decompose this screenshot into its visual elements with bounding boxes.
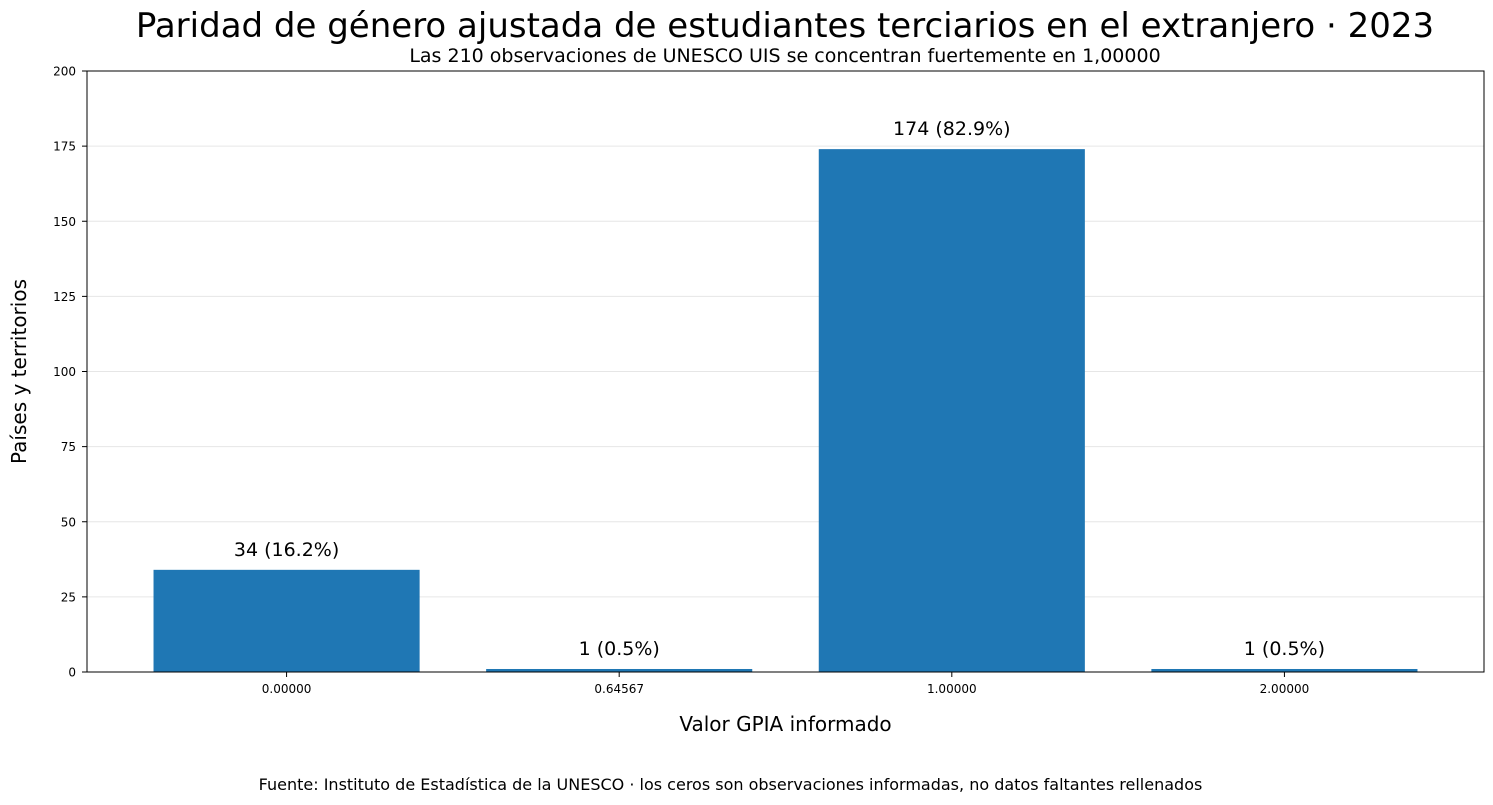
x-tick-label: 0.00000 bbox=[262, 682, 312, 696]
x-tick-label: 2.00000 bbox=[1260, 682, 1310, 696]
bar-value-label: 174 (82.9%) bbox=[893, 118, 1011, 140]
bar-2.00000 bbox=[1151, 668, 1418, 672]
y-tick-label: 50 bbox=[61, 515, 76, 529]
chart-subtitle: Las 210 observaciones de UNESCO UIS se c… bbox=[409, 45, 1161, 67]
plot-frame bbox=[86, 70, 1485, 673]
y-tick-label: 0 bbox=[68, 666, 76, 680]
bar-labels: 34 (16.2%) 1 (0.5%) 174 (82.9%) 1 (0.5%) bbox=[234, 118, 1325, 660]
y-tick-label: 150 bbox=[53, 215, 76, 229]
x-tick-label: 0.64567 bbox=[594, 682, 644, 696]
bar-value-label: 34 (16.2%) bbox=[234, 539, 339, 561]
y-tick-label: 100 bbox=[53, 365, 76, 379]
y-tick-label: 125 bbox=[53, 290, 76, 304]
grid-lines bbox=[87, 145, 1484, 598]
x-tick-label: 1.00000 bbox=[927, 682, 977, 696]
source-note: Fuente: Instituto de Estadística de la U… bbox=[258, 775, 1203, 794]
y-axis-label: Países y territorios bbox=[7, 279, 31, 464]
y-axis-ticks: 0 25 50 75 100 125 150 175 200 bbox=[53, 65, 87, 680]
chart-title: Paridad de género ajustada de estudiante… bbox=[135, 6, 1435, 46]
y-tick-label: 25 bbox=[61, 590, 76, 604]
x-axis-label: Valor GPIA informado bbox=[679, 712, 891, 736]
bar-value-label: 1 (0.5%) bbox=[1244, 638, 1325, 660]
bar-0.64567 bbox=[486, 668, 753, 672]
bar-0.00000 bbox=[153, 569, 420, 672]
y-tick-label: 75 bbox=[61, 440, 76, 454]
y-tick-label: 175 bbox=[53, 140, 76, 154]
bar-value-label: 1 (0.5%) bbox=[579, 638, 660, 660]
x-axis-ticks: 0.00000 0.64567 1.00000 2.00000 bbox=[262, 672, 1309, 696]
y-tick-label: 200 bbox=[53, 65, 76, 79]
bar-1.00000 bbox=[818, 149, 1085, 672]
bars bbox=[153, 149, 1418, 672]
